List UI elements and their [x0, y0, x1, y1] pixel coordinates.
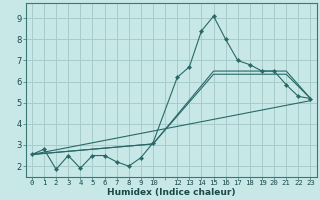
X-axis label: Humidex (Indice chaleur): Humidex (Indice chaleur)	[107, 188, 236, 197]
